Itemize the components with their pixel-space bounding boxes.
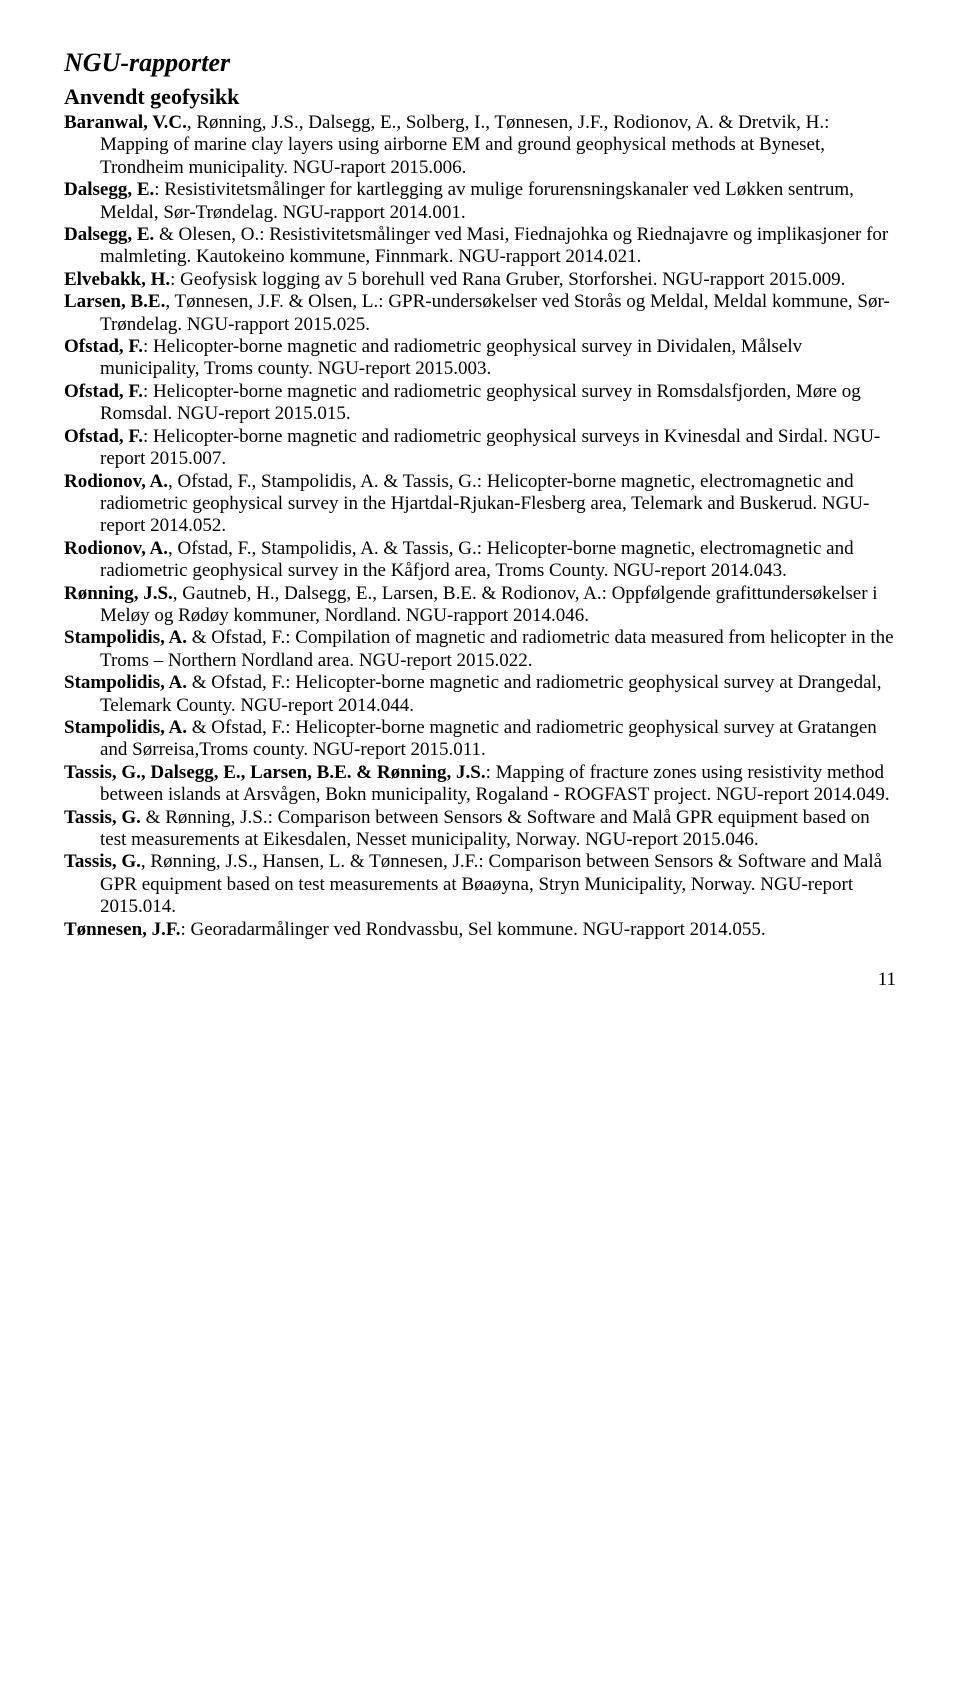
reference-text: , Rønning, J.S., Hansen, L. & Tønnesen, … [100, 851, 882, 917]
reference-text: : Helicopter-borne magnetic and radiomet… [100, 336, 802, 379]
reference-entry: Tassis, G., Rønning, J.S., Hansen, L. & … [64, 851, 896, 918]
reference-entry: Stampolidis, A. & Ofstad, F.: Compilatio… [64, 627, 896, 672]
reference-author: Stampolidis, A. [64, 672, 187, 693]
reference-author: Rodionov, A. [64, 538, 168, 559]
reference-author: Elvebakk, H. [64, 269, 170, 290]
reference-author: Larsen, B.E. [64, 291, 165, 312]
reference-text: : Helicopter-borne magnetic and radiomet… [100, 381, 861, 424]
reference-author: Baranwal, V.C. [64, 112, 187, 133]
reference-text: , Gautneb, H., Dalsegg, E., Larsen, B.E.… [100, 583, 878, 626]
section-heading: NGU-rapporter [64, 48, 896, 78]
reference-text: , Ofstad, F., Stampolidis, A. & Tassis, … [100, 471, 869, 537]
reference-text: : Helicopter-borne magnetic and radiomet… [100, 426, 880, 469]
reference-text: , Rønning, J.S., Dalsegg, E., Solberg, I… [100, 112, 829, 178]
reference-entry: Ofstad, F.: Helicopter-borne magnetic an… [64, 336, 896, 381]
reference-author: Rodionov, A. [64, 471, 168, 492]
reference-text: & Ofstad, F.: Compilation of magnetic an… [100, 627, 894, 670]
reference-entry: Rønning, J.S., Gautneb, H., Dalsegg, E.,… [64, 583, 896, 628]
reference-entry: Larsen, B.E., Tønnesen, J.F. & Olsen, L.… [64, 291, 896, 336]
reference-entry: Stampolidis, A. & Ofstad, F.: Helicopter… [64, 672, 896, 717]
reference-text: & Olesen, O.: Resistivitetsmålinger ved … [100, 224, 888, 267]
reference-text: & Ofstad, F.: Helicopter-borne magnetic … [100, 672, 882, 715]
reference-entry: Tønnesen, J.F.: Georadarmålinger ved Ron… [64, 919, 896, 941]
reference-author: Dalsegg, E. [64, 224, 154, 245]
reference-entry: Tassis, G., Dalsegg, E., Larsen, B.E. & … [64, 762, 896, 807]
reference-text: & Ofstad, F.: Helicopter-borne magnetic … [100, 717, 877, 760]
reference-text: : Geofysisk logging av 5 borehull ved Ra… [170, 269, 845, 290]
reference-entry: Ofstad, F.: Helicopter-borne magnetic an… [64, 426, 896, 471]
reference-author: Tønnesen, J.F. [64, 919, 181, 940]
reference-author: Tassis, G. [64, 851, 141, 872]
reference-author: Rønning, J.S. [64, 583, 173, 604]
reference-entry: Rodionov, A., Ofstad, F., Stampolidis, A… [64, 471, 896, 538]
reference-entry: Tassis, G. & Rønning, J.S.: Comparison b… [64, 807, 896, 852]
reference-entry: Stampolidis, A. & Ofstad, F.: Helicopter… [64, 717, 896, 762]
reference-entry: Ofstad, F.: Helicopter-borne magnetic an… [64, 381, 896, 426]
reference-text: & Rønning, J.S.: Comparison between Sens… [100, 807, 870, 850]
reference-author: Ofstad, F. [64, 426, 143, 447]
reference-author: Tassis, G. [64, 807, 141, 828]
reference-author: Tassis, G., Dalsegg, E., Larsen, B.E. & … [64, 762, 486, 783]
reference-author: Ofstad, F. [64, 381, 143, 402]
reference-entry: Dalsegg, E.: Resistivitetsmålinger for k… [64, 179, 896, 224]
reference-text: , Ofstad, F., Stampolidis, A. & Tassis, … [100, 538, 854, 581]
reference-entry: Dalsegg, E. & Olesen, O.: Resistivitetsm… [64, 224, 896, 269]
subsection-heading: Anvendt geofysikk [64, 84, 896, 110]
reference-author: Stampolidis, A. [64, 627, 187, 648]
page-number: 11 [64, 969, 896, 991]
reference-list: Baranwal, V.C., Rønning, J.S., Dalsegg, … [64, 112, 896, 941]
reference-text: : Resistivitetsmålinger for kartlegging … [100, 179, 854, 222]
reference-text: , Tønnesen, J.F. & Olsen, L.: GPR-unders… [100, 291, 890, 334]
reference-entry: Elvebakk, H.: Geofysisk logging av 5 bor… [64, 269, 896, 291]
reference-author: Dalsegg, E. [64, 179, 154, 200]
reference-author: Stampolidis, A. [64, 717, 187, 738]
reference-entry: Baranwal, V.C., Rønning, J.S., Dalsegg, … [64, 112, 896, 179]
reference-author: Ofstad, F. [64, 336, 143, 357]
reference-text: : Georadarmålinger ved Rondvassbu, Sel k… [181, 919, 766, 940]
reference-entry: Rodionov, A., Ofstad, F., Stampolidis, A… [64, 538, 896, 583]
